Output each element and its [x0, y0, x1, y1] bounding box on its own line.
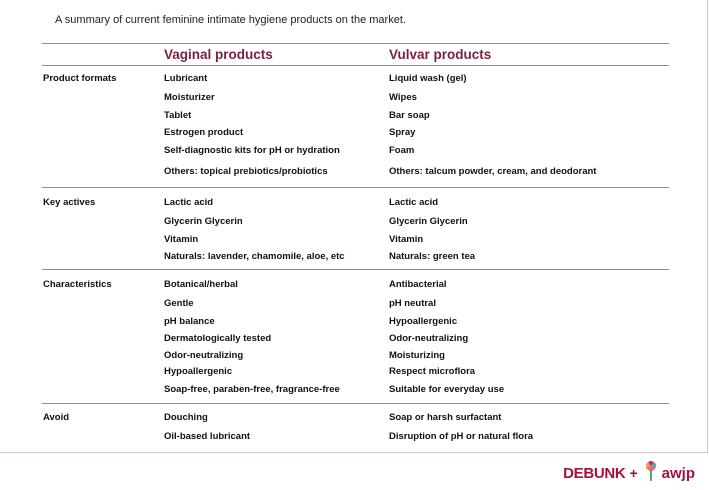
vaginal-cell: Self-diagnostic kits for pH or hydration [164, 145, 340, 156]
vulvar-cell: pH neutral [389, 298, 436, 309]
vaginal-cell: Tablet [164, 110, 192, 121]
table-caption: A summary of current feminine intimate h… [55, 14, 406, 26]
vulvar-products-header: Vulvar products [389, 47, 492, 62]
header-rule [42, 65, 669, 66]
vulvar-cell: Glycerin Glycerin [389, 216, 468, 227]
vulvar-cell: Odor-neutralizing [389, 333, 469, 344]
vaginal-products-header: Vaginal products [164, 47, 273, 62]
plus-sign: + [629, 465, 638, 481]
section-rule [42, 269, 669, 270]
vulvar-cell: Antibacterial [389, 279, 447, 290]
vulvar-cell: Spray [389, 127, 416, 138]
vulvar-cell: Disruption of pH or natural flora [389, 431, 534, 442]
section-label-characteristics: Characteristics [43, 279, 112, 290]
vaginal-cell: Oil-based lubricant [164, 431, 251, 442]
vaginal-cell: Botanical/herbal [164, 279, 238, 290]
partner-logos: DEBUNK + awjp [563, 460, 695, 486]
section-rule [42, 187, 669, 188]
vaginal-cell: Hypoallergenic [164, 366, 233, 377]
awjp-flower-icon [642, 460, 660, 487]
vaginal-cell: pH balance [164, 316, 215, 327]
vulvar-cell: Lactic acid [389, 197, 439, 208]
vaginal-cell: Dermatologically tested [164, 333, 272, 344]
vaginal-cell: Naturals: lavender, chamomile, aloe, etc [164, 251, 345, 262]
top-rule [42, 43, 669, 44]
vulvar-cell: Moisturizing [389, 350, 445, 361]
vaginal-cell: Moisturizer [164, 92, 215, 103]
vaginal-cell: Gentle [164, 298, 194, 309]
vaginal-cell: Glycerin Glycerin [164, 216, 243, 227]
section-label-key-actives: Key actives [43, 197, 96, 208]
vulvar-cell: Wipes [389, 92, 417, 103]
vaginal-cell: Soap-free, paraben-free, fragrance-free [164, 384, 340, 395]
vaginal-cell: Vitamin [164, 234, 199, 245]
vulvar-cell: Vitamin [389, 234, 424, 245]
vulvar-cell: Liquid wash (gel) [389, 73, 467, 84]
vulvar-cell: Foam [389, 145, 415, 156]
vaginal-cell: Douching [164, 412, 208, 423]
vaginal-cell: Others: topical prebiotics/probiotics [164, 166, 328, 177]
vaginal-cell: Lactic acid [164, 197, 214, 208]
vulvar-cell: Respect microflora [389, 366, 476, 377]
vulvar-cell: Hypoallergenic [389, 316, 458, 327]
awjp-logo: awjp [661, 464, 695, 482]
vaginal-cell: Lubricant [164, 73, 208, 84]
section-label-product-formats: Product formats [43, 73, 117, 84]
debunk-logo: DEBUNK [563, 464, 626, 482]
vulvar-cell: Others: talcum powder, cream, and deodor… [389, 166, 597, 177]
vulvar-cell: Naturals: green tea [389, 251, 476, 262]
section-label-avoid: Avoid [43, 412, 70, 423]
vulvar-cell: Suitable for everyday use [389, 384, 505, 395]
vulvar-cell: Soap or harsh surfactant [389, 412, 502, 423]
vaginal-cell: Estrogen product [164, 127, 244, 138]
vaginal-cell: Odor-neutralizing [164, 350, 244, 361]
summary-card: A summary of current feminine intimate h… [0, 0, 708, 453]
vulvar-cell: Bar soap [389, 110, 430, 121]
section-rule [42, 403, 669, 404]
